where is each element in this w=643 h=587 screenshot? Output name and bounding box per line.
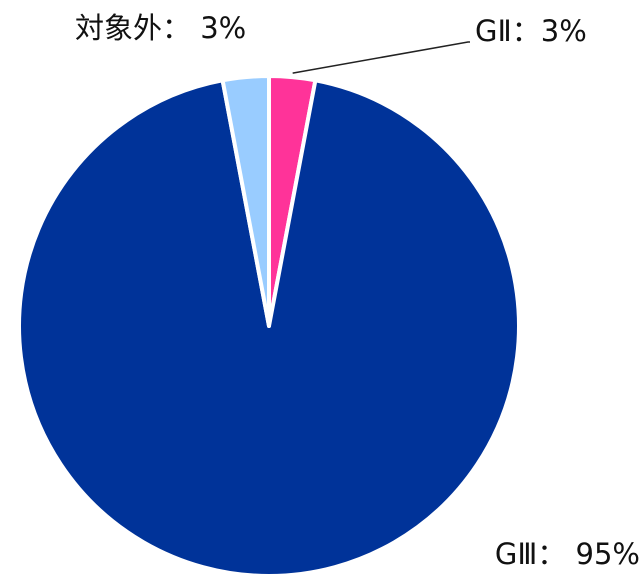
slice-label: GⅢ： 95% [495, 537, 640, 571]
slice-label: GⅡ：3% [475, 14, 587, 48]
leader-line [292, 41, 470, 74]
pie-slice [17, 78, 521, 578]
pie-slice [220, 74, 271, 328]
slice-label: 対象外： 3% [75, 11, 246, 45]
